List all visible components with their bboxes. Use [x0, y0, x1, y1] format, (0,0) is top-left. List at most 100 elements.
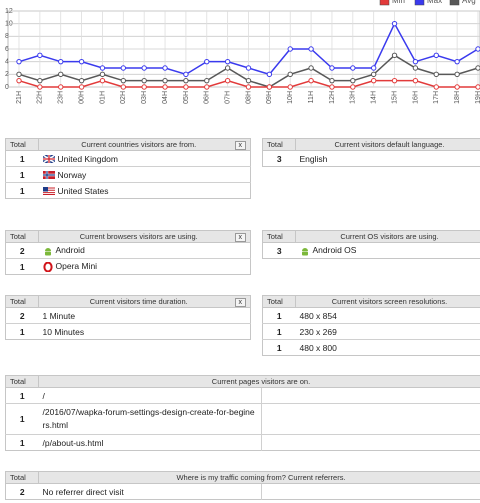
data-point	[475, 84, 480, 90]
row-label: United Kingdom	[38, 150, 251, 167]
x-tick-label: 00H	[78, 91, 85, 104]
legend-label: Min	[392, 0, 405, 5]
panel-title: Current pages visitors are on.	[38, 375, 480, 388]
x-tick-label: 03H	[141, 91, 148, 104]
data-point	[350, 65, 356, 71]
data-point	[120, 77, 127, 84]
data-point	[183, 84, 189, 90]
data-point	[162, 77, 168, 84]
data-point	[308, 46, 314, 52]
row-label: Android	[38, 242, 251, 259]
total-header: Total	[5, 471, 39, 484]
title: Current browsers visitors are using.	[79, 231, 198, 241]
data-point	[329, 65, 335, 71]
x-tick-label: 05H	[183, 91, 190, 104]
total: 1	[5, 166, 39, 183]
y-tick-label: 2	[5, 71, 9, 78]
data-point	[204, 77, 210, 84]
data-point	[287, 71, 293, 78]
data-point	[162, 84, 168, 90]
panel-title: Current visitors default language.	[295, 138, 480, 151]
close-button[interactable]: x	[234, 232, 246, 242]
row-label: 230 x 269	[295, 323, 480, 340]
data-point	[308, 77, 314, 84]
data-point	[412, 65, 419, 71]
data-point	[475, 65, 480, 71]
data-point	[391, 77, 398, 84]
data-point	[58, 58, 64, 65]
y-tick-label: 4	[5, 59, 9, 66]
data-point	[350, 77, 356, 84]
data-point	[224, 65, 231, 71]
total: 2	[5, 242, 39, 259]
data-point	[224, 77, 231, 84]
label: Norway	[57, 169, 87, 180]
panel-title: Where is my traffic coming from? Current…	[38, 471, 480, 484]
x-tick-label: 13H	[350, 91, 357, 104]
data-point	[16, 77, 22, 84]
data-point	[99, 65, 106, 71]
y-tick-label: 6	[5, 46, 9, 53]
x-tick-label: 06H	[204, 91, 211, 104]
x-tick-label: 18H	[454, 91, 461, 104]
legend-swatch	[449, 0, 460, 6]
panel: Total Current pages visitors are on. 1/ 1…	[5, 375, 480, 451]
x-tick-label: 01H	[99, 91, 106, 104]
empty-cell	[260, 483, 480, 500]
x-tick-label: 08H	[245, 91, 252, 104]
close-button[interactable]: x	[234, 297, 246, 307]
total-header: Total	[262, 230, 296, 243]
row-label: No referrer direct visit	[38, 483, 261, 500]
row-label: 480 x 854	[295, 307, 480, 324]
row-label: /2016/07/wapka-forum-settings-design-cre…	[38, 403, 261, 435]
data-point	[141, 84, 147, 90]
opera-icon	[42, 261, 53, 272]
row-label: United States	[38, 182, 251, 199]
data-point	[245, 84, 252, 90]
x-tick-label: 14H	[371, 91, 378, 104]
data-point	[78, 58, 85, 65]
data-point	[245, 65, 252, 71]
data-point	[370, 77, 377, 84]
empty-cell	[260, 403, 480, 435]
data-point	[162, 65, 168, 71]
x-tick-label: 16H	[412, 91, 419, 104]
x-tick-label: 07H	[224, 91, 231, 104]
data-point	[16, 58, 22, 65]
x-tick-label: 02H	[120, 91, 127, 104]
data-point	[454, 84, 460, 90]
total: 1	[5, 387, 39, 404]
data-point	[245, 77, 252, 84]
data-point	[120, 65, 127, 71]
x-tick-label: 15H	[391, 91, 398, 104]
panel-title: Current visitors screen resolutions.	[295, 295, 480, 308]
y-tick-label: 0	[5, 84, 9, 91]
empty-cell	[260, 434, 480, 451]
total-header: Total	[5, 138, 39, 151]
total: 1	[5, 403, 39, 435]
data-point	[475, 46, 480, 52]
close-button[interactable]: x	[234, 140, 246, 150]
data-point	[350, 84, 356, 90]
row-label: Opera Mini	[38, 258, 251, 275]
data-point	[141, 77, 147, 84]
data-point	[37, 52, 43, 59]
x-tick-label: 11H	[308, 91, 315, 103]
total: 3	[262, 242, 296, 259]
panel-title: Current countries visitors are from. x	[38, 138, 251, 151]
android-icon	[301, 247, 308, 256]
title: Current countries visitors are from.	[81, 139, 197, 149]
data-point	[433, 71, 439, 78]
data-point	[391, 52, 398, 59]
total-header: Total	[262, 138, 296, 151]
row-label: English	[295, 150, 480, 167]
row-label: /p/about-us.html	[38, 434, 261, 451]
legend-swatch	[379, 0, 390, 6]
label: Opera Mini	[55, 261, 98, 272]
total-header: Total	[5, 375, 39, 388]
data-point	[58, 71, 64, 78]
total: 1	[262, 307, 296, 324]
x-tick-label: 17H	[433, 91, 440, 104]
